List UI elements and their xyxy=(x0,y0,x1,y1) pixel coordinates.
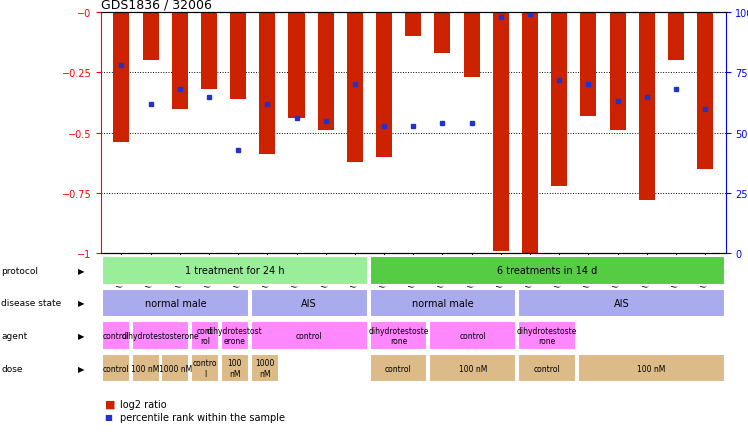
Bar xyxy=(522,13,538,254)
Bar xyxy=(376,13,392,158)
Bar xyxy=(251,322,368,350)
Bar xyxy=(370,256,725,285)
Bar xyxy=(260,13,275,155)
Bar xyxy=(221,322,249,350)
Bar xyxy=(435,13,450,54)
Text: control: control xyxy=(295,331,322,340)
Text: AIS: AIS xyxy=(613,298,629,308)
Bar xyxy=(251,354,278,382)
Bar xyxy=(221,354,249,382)
Text: AIS: AIS xyxy=(301,298,317,308)
Bar xyxy=(191,322,219,350)
Text: dihydrotestoste
rone: dihydrotestoste rone xyxy=(517,326,577,345)
Text: log2 ratio: log2 ratio xyxy=(120,399,166,408)
Text: ▶: ▶ xyxy=(78,331,84,340)
Text: GDS1836 / 32006: GDS1836 / 32006 xyxy=(101,0,212,12)
Text: normal male: normal male xyxy=(144,298,206,308)
Text: percentile rank within the sample: percentile rank within the sample xyxy=(120,412,285,421)
Text: control: control xyxy=(102,331,129,340)
Text: normal male: normal male xyxy=(412,298,473,308)
Bar xyxy=(162,354,189,382)
Bar xyxy=(191,354,219,382)
Bar xyxy=(201,13,217,90)
Text: 100 nM: 100 nM xyxy=(459,364,487,373)
Bar xyxy=(132,322,189,350)
Bar xyxy=(143,13,159,61)
Text: 100 nM: 100 nM xyxy=(637,364,666,373)
Bar xyxy=(172,13,188,109)
Text: dihydrotestoste
rone: dihydrotestoste rone xyxy=(368,326,429,345)
Bar xyxy=(370,354,427,382)
Text: control: control xyxy=(459,331,486,340)
Text: control: control xyxy=(102,364,129,373)
Bar xyxy=(493,13,509,251)
Text: ■: ■ xyxy=(105,399,115,408)
Text: ▶: ▶ xyxy=(78,364,84,373)
Bar xyxy=(518,289,725,317)
Text: disease state: disease state xyxy=(1,299,62,308)
Text: 100 nM: 100 nM xyxy=(132,364,160,373)
Text: 100
nM: 100 nM xyxy=(227,358,242,378)
Text: contro
l: contro l xyxy=(193,358,218,378)
Bar xyxy=(347,13,363,162)
Bar xyxy=(610,13,625,131)
Bar xyxy=(577,354,725,382)
Text: control: control xyxy=(534,364,560,373)
Bar xyxy=(102,322,130,350)
Bar xyxy=(102,256,368,285)
Bar xyxy=(251,289,368,317)
Text: 1000
nM: 1000 nM xyxy=(255,358,275,378)
Bar xyxy=(405,13,421,37)
Bar xyxy=(518,322,576,350)
Bar xyxy=(289,13,304,119)
Text: 1 treatment for 24 h: 1 treatment for 24 h xyxy=(185,266,285,276)
Bar xyxy=(370,322,427,350)
Text: ▶: ▶ xyxy=(78,266,84,275)
Bar xyxy=(370,289,516,317)
Bar xyxy=(102,289,249,317)
Text: ▶: ▶ xyxy=(78,299,84,308)
Bar xyxy=(114,13,129,143)
Bar xyxy=(230,13,246,100)
Text: dihydrotestosterone: dihydrotestosterone xyxy=(122,331,199,340)
Bar xyxy=(580,13,596,117)
Text: protocol: protocol xyxy=(1,266,38,275)
Bar xyxy=(668,13,684,61)
Bar xyxy=(429,322,516,350)
Bar xyxy=(518,354,576,382)
Bar xyxy=(132,354,159,382)
Text: 1000 nM: 1000 nM xyxy=(159,364,192,373)
Bar xyxy=(429,354,516,382)
Text: control: control xyxy=(385,364,412,373)
Text: 6 treatments in 14 d: 6 treatments in 14 d xyxy=(497,266,597,276)
Bar xyxy=(464,13,479,78)
Bar xyxy=(102,354,130,382)
Text: cont
rol: cont rol xyxy=(197,326,213,345)
Text: dihydrotestost
erone: dihydrotestost erone xyxy=(207,326,263,345)
Bar xyxy=(551,13,567,187)
Bar xyxy=(639,13,654,201)
Text: ■: ■ xyxy=(105,412,113,421)
Text: agent: agent xyxy=(1,331,28,340)
Bar xyxy=(697,13,713,170)
Text: dose: dose xyxy=(1,364,23,373)
Bar xyxy=(318,13,334,131)
